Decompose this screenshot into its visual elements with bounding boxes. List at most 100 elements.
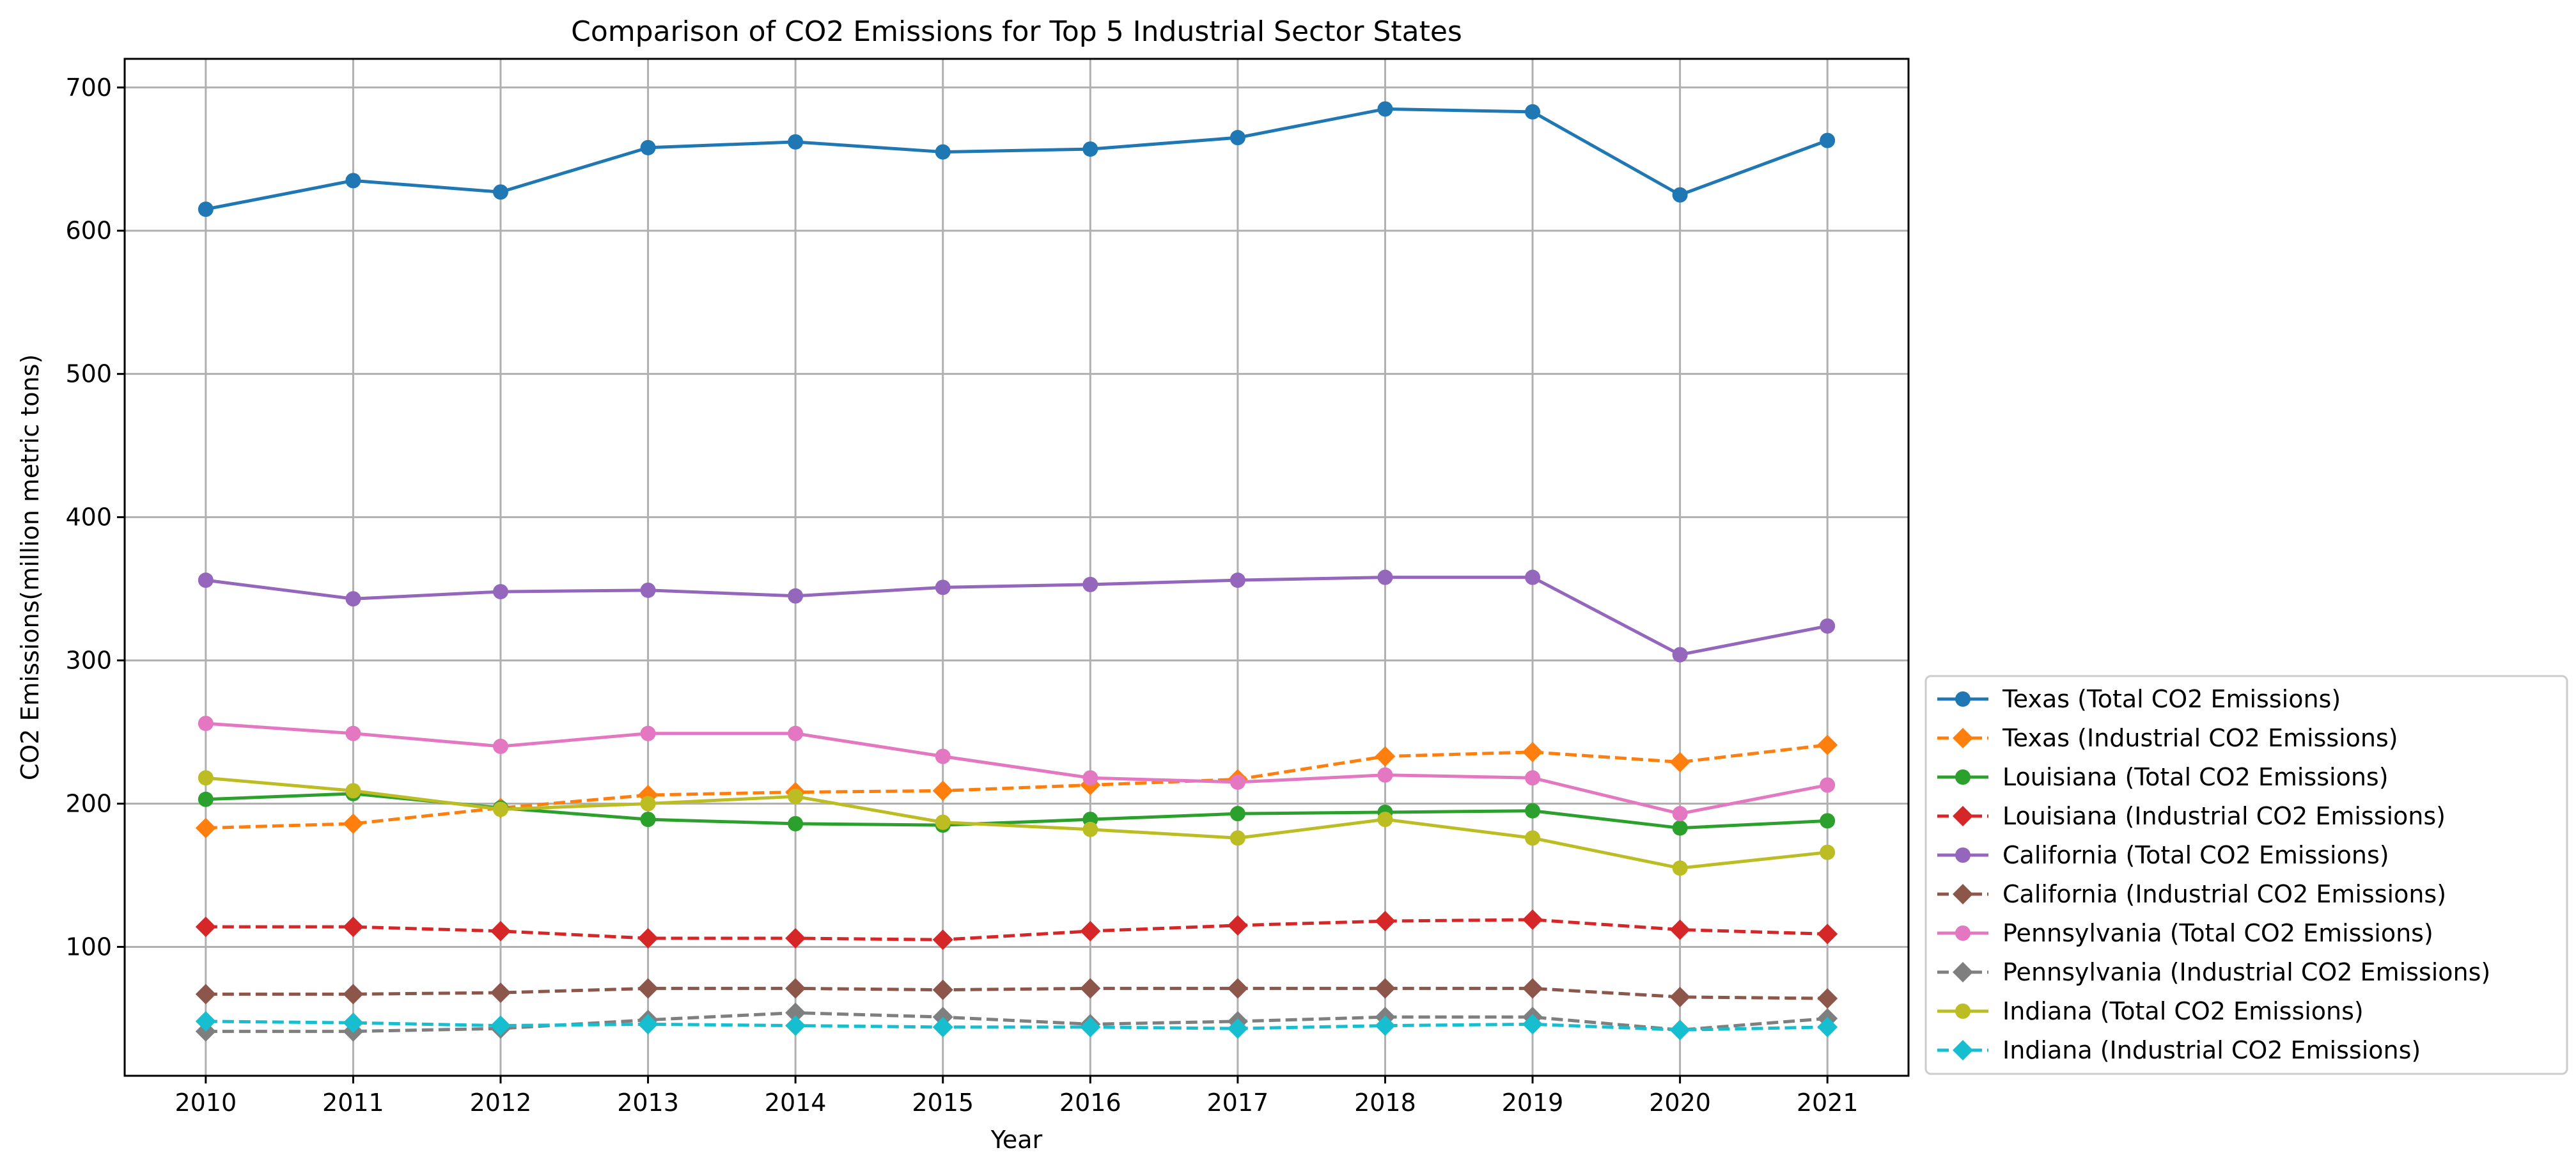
data-point	[492, 584, 508, 600]
x-tick-label: 2016	[1059, 1089, 1121, 1117]
legend-label: Louisiana (Industrial CO2 Emissions)	[2002, 802, 2446, 830]
data-point	[198, 572, 214, 588]
series-9	[198, 770, 1836, 876]
legend-marker	[1955, 691, 1971, 707]
data-point	[637, 1014, 659, 1035]
legend-marker	[1953, 806, 1973, 826]
legend-item: Texas (Industrial CO2 Emissions)	[1937, 724, 2398, 752]
grid	[125, 59, 1909, 1076]
plot-frame	[123, 58, 1910, 1077]
x-tick-label: 2014	[765, 1089, 827, 1117]
data-point	[490, 1015, 511, 1036]
data-point	[640, 812, 656, 828]
data-point	[788, 588, 804, 604]
x-tick-label: 2021	[1797, 1089, 1859, 1117]
legend-item: Indiana (Industrial CO2 Emissions)	[1937, 1036, 2421, 1064]
series-line	[205, 986, 1828, 1000]
legend-marker	[1955, 1004, 1971, 1019]
data-point	[1229, 830, 1245, 846]
data-point	[1080, 920, 1101, 941]
data-point	[195, 917, 216, 938]
data-point	[785, 978, 806, 999]
data-point	[932, 780, 953, 801]
series-7	[198, 716, 1836, 822]
data-point	[932, 1016, 953, 1037]
legend-marker	[1953, 884, 1973, 904]
x-tick-label: 2010	[175, 1089, 237, 1117]
data-point	[935, 144, 951, 160]
y-tick-label: 700	[65, 74, 112, 102]
data-point	[1522, 909, 1543, 930]
data-point	[1669, 1019, 1690, 1041]
data-point	[1082, 821, 1098, 837]
data-point	[1820, 777, 1836, 793]
data-point	[490, 920, 511, 941]
legend-label: California (Total CO2 Emissions)	[2002, 841, 2389, 869]
data-point	[640, 796, 656, 812]
data-point	[1672, 806, 1688, 822]
y-axis-label: CO2 Emissions(million metric tons)	[16, 354, 44, 780]
legend-label: Texas (Industrial CO2 Emissions)	[2002, 724, 2398, 752]
data-point	[788, 134, 804, 150]
x-tick-label: 2017	[1207, 1089, 1269, 1117]
data-point	[1672, 860, 1688, 876]
data-point	[637, 928, 659, 949]
x-tick-label: 2011	[322, 1089, 384, 1117]
data-point	[1377, 569, 1393, 585]
x-axis-label: Year	[990, 1126, 1043, 1154]
data-point	[492, 801, 508, 817]
data-point	[198, 791, 214, 807]
data-point	[1522, 978, 1543, 999]
data-point	[788, 789, 804, 805]
legend: Texas (Total CO2 Emissions) Texas (Indust…	[1924, 675, 2568, 1075]
data-point	[343, 813, 364, 834]
data-point	[1817, 988, 1838, 1009]
legend-marker	[1953, 962, 1973, 982]
data-point	[640, 582, 656, 598]
data-point	[1525, 770, 1541, 786]
data-point	[785, 1015, 806, 1036]
data-point	[490, 982, 511, 1004]
series-line	[205, 792, 1828, 830]
data-point	[1377, 767, 1393, 783]
series-10	[195, 1011, 1838, 1041]
series-4	[195, 909, 1838, 950]
legend-label: Pennsylvania (Total CO2 Emissions)	[2002, 919, 2433, 947]
legend-frame	[1924, 675, 2568, 1075]
legend-marker	[1955, 769, 1971, 785]
data-point	[1229, 774, 1245, 790]
data-point	[1229, 130, 1245, 146]
data-point	[198, 716, 214, 732]
data-point	[640, 725, 656, 741]
series-6	[195, 978, 1838, 1009]
data-point	[1082, 141, 1098, 157]
data-point	[345, 783, 361, 799]
data-point	[1817, 1016, 1838, 1037]
legend-item: California (Total CO2 Emissions)	[1937, 841, 2389, 869]
x-tick-label: 2012	[470, 1089, 532, 1117]
legend-marker	[1955, 925, 1971, 941]
data-point	[1669, 986, 1690, 1007]
data-point	[195, 1011, 216, 1032]
legend-label: Louisiana (Total CO2 Emissions)	[2002, 763, 2389, 791]
legend-item: Indiana (Total CO2 Emissions)	[1937, 997, 2364, 1025]
series-line	[205, 1011, 1828, 1034]
x-tick-label: 2018	[1354, 1089, 1416, 1117]
data-point	[492, 738, 508, 754]
y-tick-label: 100	[65, 933, 112, 961]
data-point	[935, 579, 951, 595]
data-point	[1229, 806, 1245, 822]
data-point	[935, 748, 951, 764]
data-point	[492, 184, 508, 200]
data-point	[1375, 746, 1396, 767]
x-tick-label: 2015	[912, 1089, 974, 1117]
y-tick-label: 400	[65, 503, 112, 531]
data-point	[1820, 844, 1836, 860]
data-point	[1082, 770, 1098, 786]
series-8	[195, 1002, 1838, 1042]
data-point	[1375, 911, 1396, 932]
data-point	[1227, 915, 1248, 936]
data-point	[788, 725, 804, 741]
data-point	[198, 770, 214, 786]
data-point	[1525, 803, 1541, 819]
